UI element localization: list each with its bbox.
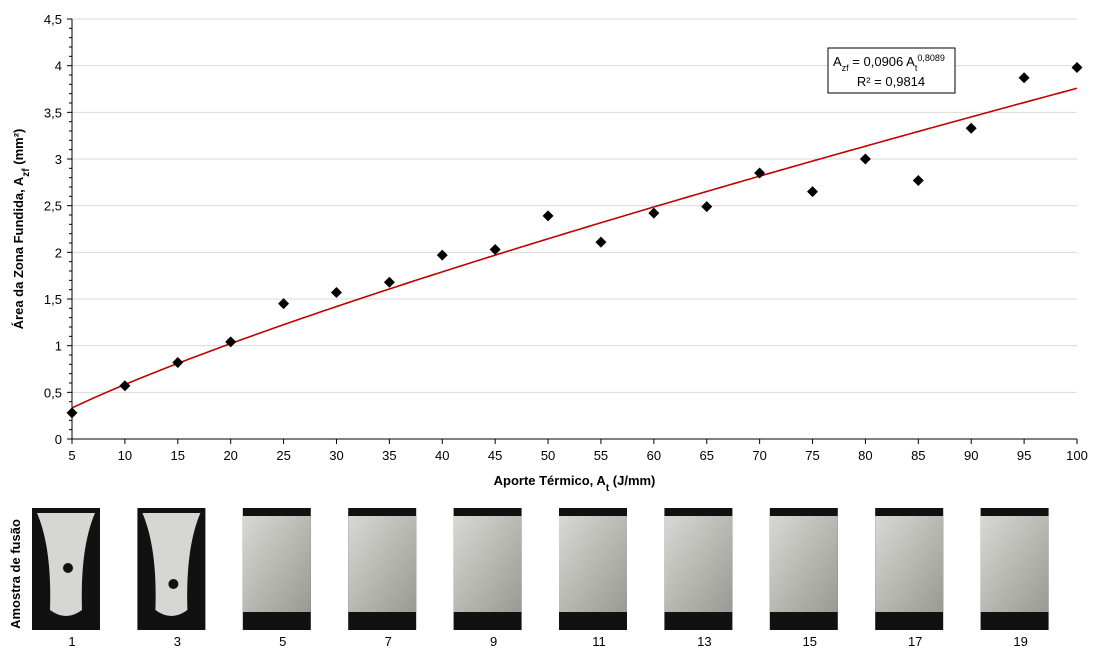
- sample-shape: [454, 516, 522, 612]
- y-tick-label: 4,5: [44, 12, 62, 27]
- x-tick-label: 10: [118, 448, 132, 463]
- x-tick-label: 80: [858, 448, 872, 463]
- data-point: [860, 154, 871, 165]
- sample-number: 9: [490, 634, 497, 649]
- sample-shape: [559, 516, 627, 612]
- data-point: [648, 208, 659, 219]
- sample-shape: [981, 516, 1049, 612]
- x-tick-label: 35: [382, 448, 396, 463]
- y-tick-label: 3,5: [44, 105, 62, 120]
- text-part: Área da Zona Fundida, A: [11, 176, 26, 329]
- x-tick-label: 85: [911, 448, 925, 463]
- sample-shape: [770, 516, 838, 612]
- sample-number: 19: [1013, 634, 1027, 649]
- x-tick-label: 45: [488, 448, 502, 463]
- x-tick-label: 25: [276, 448, 290, 463]
- data-point: [331, 287, 342, 298]
- x-tick-label: 60: [647, 448, 661, 463]
- sample-number: 7: [385, 634, 392, 649]
- data-point: [67, 407, 78, 418]
- sample-number: 15: [803, 634, 817, 649]
- y-tick-label: 1: [55, 339, 62, 354]
- text-part: (J/mm): [609, 473, 655, 488]
- chart: 00,511,522,533,544,551015202530354045505…: [0, 0, 1094, 650]
- data-point: [913, 175, 924, 186]
- sample-pore: [63, 563, 73, 573]
- y-tick-label: 4: [55, 59, 62, 74]
- text-part: 0,8089: [917, 53, 945, 63]
- y-tick-label: 2: [55, 245, 62, 260]
- sample-pore: [168, 579, 178, 589]
- x-tick-label: 65: [700, 448, 714, 463]
- x-tick-label: 100: [1066, 448, 1088, 463]
- x-tick-label: 75: [805, 448, 819, 463]
- data-point: [701, 201, 712, 212]
- x-tick-label: 50: [541, 448, 555, 463]
- sample-number: 5: [279, 634, 286, 649]
- data-point: [437, 250, 448, 261]
- y-tick-label: 0,5: [44, 385, 62, 400]
- y-tick-label: 2,5: [44, 199, 62, 214]
- data-point: [278, 298, 289, 309]
- data-point: [119, 380, 130, 391]
- data-point: [1072, 62, 1083, 73]
- data-point: [966, 123, 977, 134]
- x-tick-label: 95: [1017, 448, 1031, 463]
- y-axis-title: Área da Zona Fundida, Azf (mm²): [11, 129, 32, 330]
- data-point: [1019, 72, 1030, 83]
- data-point: [384, 277, 395, 288]
- x-tick-label: 5: [68, 448, 75, 463]
- data-point: [172, 357, 183, 368]
- sample-number: 13: [697, 634, 711, 649]
- y-tick-label: 0: [55, 432, 62, 447]
- x-tick-label: 55: [594, 448, 608, 463]
- sample-shape: [348, 516, 416, 612]
- x-axis-title: Aporte Térmico, At (J/mm): [494, 473, 656, 494]
- data-point: [807, 186, 818, 197]
- x-tick-label: 90: [964, 448, 978, 463]
- data-point: [543, 210, 554, 221]
- text-part: Aporte Térmico, A: [494, 473, 607, 488]
- r-squared: R² = 0,9814: [857, 74, 925, 89]
- text-part: A: [833, 54, 842, 69]
- text-part: (mm²): [11, 129, 26, 169]
- sample-shape: [664, 516, 732, 612]
- sample-number: 17: [908, 634, 922, 649]
- x-tick-label: 20: [223, 448, 237, 463]
- data-point: [595, 237, 606, 248]
- text-part: = 0,0906 A: [849, 54, 915, 69]
- sample-shape: [243, 516, 311, 612]
- x-tick-label: 70: [752, 448, 766, 463]
- sample-number: 1: [68, 634, 75, 649]
- sample-number: 11: [592, 634, 606, 649]
- sample-shape: [875, 516, 943, 612]
- samples-label: Amostra de fusão: [8, 519, 23, 629]
- x-tick-label: 15: [171, 448, 185, 463]
- y-tick-label: 3: [55, 152, 62, 167]
- x-tick-label: 40: [435, 448, 449, 463]
- x-tick-label: 30: [329, 448, 343, 463]
- trendline: [72, 88, 1077, 408]
- y-tick-label: 1,5: [44, 292, 62, 307]
- sample-number: 3: [174, 634, 181, 649]
